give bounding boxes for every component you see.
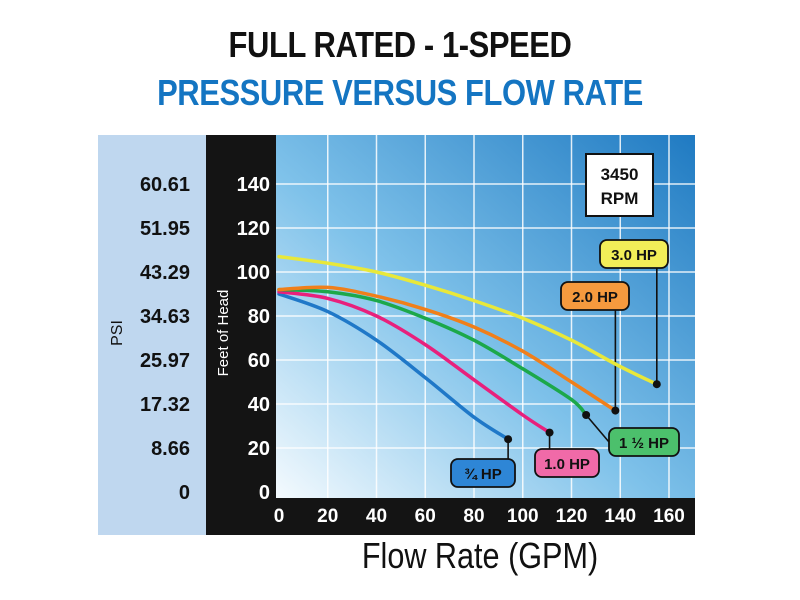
series-label-box	[599, 239, 669, 269]
y-tick-label: 40	[248, 394, 270, 416]
series-label: 3.0 HP	[611, 247, 657, 264]
series-4: 2.0 HP	[277, 281, 630, 415]
endpoint-dot	[582, 411, 591, 419]
series-line	[277, 285, 618, 413]
psi-tick-label: 51.95	[140, 218, 190, 240]
series-line	[277, 287, 588, 417]
endpoint-dot	[504, 435, 513, 444]
x-tick-label: 20	[317, 506, 338, 527]
endpoint-dot	[611, 406, 620, 415]
y-tick-label: 140	[237, 174, 270, 196]
y-tick-label: 120	[237, 218, 270, 240]
series-3: 1 ½ HP	[277, 287, 680, 457]
rpm-annotation-box: 3450 RPM	[585, 153, 654, 217]
series-1: ¾ HP	[277, 292, 516, 488]
series-label: ¾ HP	[464, 466, 502, 483]
x-tick-label: 40	[366, 506, 387, 527]
series-label: 1.0 HP	[544, 456, 590, 473]
x-tick-label: 160	[653, 506, 685, 527]
psi-axis-label: PSI	[109, 320, 126, 346]
psi-tick-label: 17.32	[140, 394, 190, 416]
psi-axis-panel	[98, 135, 208, 535]
leader-line	[585, 414, 610, 443]
chart-subtitle: PRESSURE VERSUS FLOW RATE	[157, 72, 643, 113]
psi-tick-label: 43.29	[140, 262, 190, 284]
psi-tick-label: 0	[179, 482, 190, 504]
x-tick-label: 60	[415, 506, 436, 527]
series-label-box	[534, 448, 600, 478]
x-axis-label: Flow Rate (GPM)	[361, 535, 599, 576]
series-label-box	[608, 427, 680, 457]
y-tick-label: 60	[248, 350, 270, 372]
series-line	[277, 254, 659, 386]
series-2: 1.0 HP	[277, 290, 600, 478]
psi-tick-label: 60.61	[140, 174, 190, 196]
series-line	[277, 292, 510, 441]
series-label: 1 ½ HP	[619, 435, 669, 452]
series-label-box	[450, 458, 516, 488]
psi-tick-label: 34.63	[140, 306, 190, 328]
endpoint-dot	[545, 428, 554, 437]
grid-lines	[276, 135, 695, 498]
x-tick-label: 140	[604, 506, 636, 527]
series-line	[277, 290, 552, 435]
series-5: 3.0 HP	[277, 239, 669, 389]
y-tick-label: 20	[248, 438, 270, 460]
x-tick-label: 0	[274, 506, 285, 527]
psi-tick-label: 8.66	[151, 438, 190, 460]
rpm-unit: RPM	[601, 189, 639, 208]
chart-title: FULL RATED - 1-SPEED	[228, 24, 572, 65]
y-tick-label: 0	[259, 482, 270, 504]
feet-axis-panel	[206, 135, 276, 535]
y-tick-label: 100	[237, 262, 270, 284]
x-tick-label: 80	[463, 506, 484, 527]
psi-tick-label: 25.97	[140, 350, 190, 372]
series-label: 2.0 HP	[572, 289, 618, 306]
x-axis-panel	[206, 498, 695, 535]
series-label-box	[560, 281, 630, 311]
feet-axis-label: Feet of Head	[215, 290, 232, 377]
x-tick-label: 100	[507, 506, 539, 527]
y-tick-label: 80	[248, 306, 270, 328]
x-tick-label: 120	[556, 506, 588, 527]
rpm-value: 3450	[601, 165, 639, 184]
endpoint-dot	[652, 380, 661, 389]
